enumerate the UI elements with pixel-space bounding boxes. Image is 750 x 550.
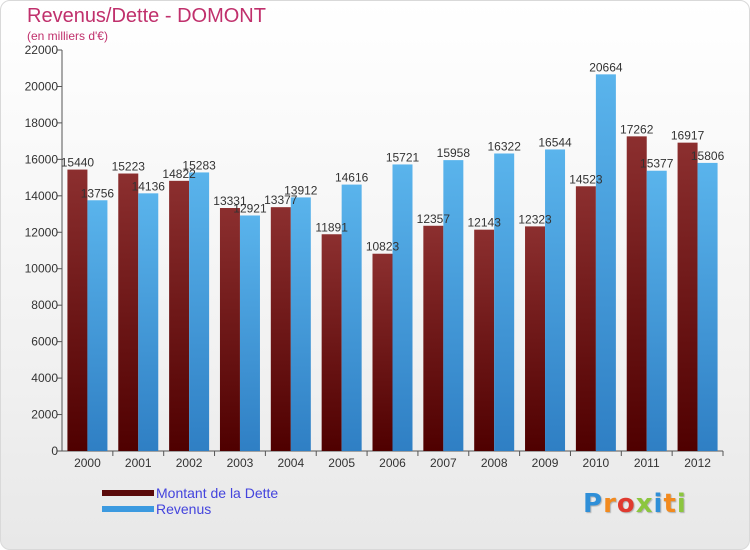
x-tick-label: 2000	[74, 456, 101, 470]
bar-revenus	[697, 162, 718, 452]
data-label-revenus: 15721	[386, 150, 420, 164]
x-tick-label: 2002	[176, 456, 203, 470]
x-tick-label: 2006	[379, 456, 406, 470]
legend-label-debt: Montant de la Dette	[156, 485, 279, 501]
data-label-debt: 11891	[315, 220, 348, 234]
x-tick-label: 2003	[227, 456, 254, 470]
y-tick-label: 16000	[25, 152, 59, 166]
y-tick-label: 20000	[25, 79, 59, 93]
bar-debt	[270, 207, 291, 451]
bar-debt	[372, 253, 393, 451]
bar-revenus	[545, 149, 566, 451]
y-tick-label: 10000	[25, 262, 59, 276]
data-label-debt: 14523	[569, 172, 603, 186]
chart-subtitle: (en milliers d'€)	[27, 29, 108, 43]
bar-debt	[423, 225, 444, 451]
bar-debt	[67, 169, 88, 451]
data-label-revenus: 16544	[538, 135, 572, 149]
data-label-revenus: 20664	[589, 60, 623, 74]
bar-revenus	[443, 160, 464, 451]
data-label-revenus: 15958	[437, 146, 471, 160]
data-label-debt: 14822	[162, 167, 196, 181]
bar-debt	[525, 226, 546, 451]
bar-revenus	[341, 184, 362, 451]
data-label-revenus: 16322	[488, 139, 522, 153]
bar-debt	[474, 229, 495, 451]
x-tick-label: 2001	[125, 456, 152, 470]
x-tick-label: 2005	[328, 456, 355, 470]
bar-revenus	[595, 74, 616, 452]
data-label-debt: 12143	[468, 216, 502, 230]
y-tick-label: 12000	[25, 225, 59, 239]
data-label-debt: 12357	[417, 212, 451, 226]
y-tick-label: 22000	[25, 43, 59, 57]
bar-debt	[219, 208, 240, 451]
bar-debt	[118, 173, 139, 451]
bar-revenus	[189, 172, 210, 451]
data-label-debt: 16917	[671, 129, 705, 143]
data-label-debt: 15440	[61, 156, 95, 170]
y-tick-label: 2000	[31, 408, 58, 422]
data-label-revenus: 13912	[284, 183, 318, 197]
data-label-revenus: 12921	[233, 201, 267, 215]
chart-title: Revenus/Dette - DOMONT	[27, 5, 266, 27]
bar-debt	[169, 180, 190, 451]
x-tick-label: 2004	[277, 456, 304, 470]
bar-revenus	[239, 215, 260, 451]
x-tick-label: 2010	[583, 456, 610, 470]
data-label-debt: 10823	[366, 240, 400, 254]
data-label-revenus: 14616	[335, 171, 369, 185]
bar-revenus	[290, 197, 311, 451]
bar-revenus	[646, 170, 667, 451]
brand-logo: Proxiti	[583, 489, 687, 519]
bar-revenus	[494, 153, 515, 452]
legend-swatch-revenus	[102, 506, 154, 512]
bar-revenus	[392, 164, 413, 452]
legend-swatch-debt	[102, 490, 154, 496]
data-label-revenus: 15283	[182, 158, 216, 172]
y-tick-label: 8000	[31, 298, 58, 312]
bar-revenus	[138, 193, 159, 451]
data-label-debt: 17262	[620, 122, 654, 136]
y-tick-label: 18000	[25, 116, 59, 130]
x-tick-label: 2008	[481, 456, 508, 470]
y-tick-label: 0	[51, 444, 58, 458]
y-tick-label: 4000	[31, 371, 58, 385]
data-label-revenus: 15377	[640, 157, 674, 171]
bar-debt	[677, 142, 698, 451]
bar-debt	[321, 234, 342, 451]
bar-debt	[626, 136, 647, 451]
data-label-debt: 15223	[112, 160, 146, 174]
x-tick-label: 2011	[634, 456, 660, 470]
data-label-revenus: 13756	[81, 186, 115, 200]
y-tick-label: 14000	[25, 189, 59, 203]
data-label-debt: 12323	[518, 212, 552, 226]
data-label-revenus: 14136	[132, 179, 166, 193]
data-label-revenus: 15806	[691, 149, 725, 163]
legend-label-revenus: Revenus	[156, 501, 212, 517]
y-tick-label: 6000	[31, 335, 58, 349]
x-tick-label: 2009	[532, 456, 559, 470]
bar-debt	[575, 186, 596, 451]
x-tick-label: 2012	[684, 456, 711, 470]
data-label-debt: 13331	[213, 194, 247, 208]
x-tick-label: 2007	[430, 456, 457, 470]
data-label-debt: 13377	[264, 193, 298, 207]
bar-revenus	[87, 200, 108, 451]
